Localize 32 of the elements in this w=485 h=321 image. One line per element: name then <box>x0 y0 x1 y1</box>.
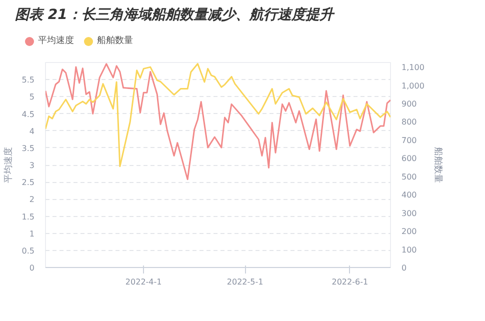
y2-tick-label: 400 <box>402 190 417 200</box>
chart-title: 图表 21：长三角海域船舶数量减少、航行速度提升 <box>15 6 334 25</box>
y-tick-label: 2.5 <box>22 178 35 187</box>
y-tick-label: 4 <box>29 126 35 136</box>
y2-axis-title: 船舶数量 <box>432 146 444 183</box>
y-tick-label: 0.5 <box>22 246 35 256</box>
y-tick-label: 2 <box>29 194 35 204</box>
y-tick-label: 1.5 <box>22 212 35 221</box>
y2-tick-label: 200 <box>402 226 417 236</box>
legend-label: 船舶数量 <box>97 36 133 46</box>
x-tick-label: 2022-5-1 <box>226 277 264 286</box>
y2-tick-label: 100 <box>402 245 417 254</box>
x-tick-label: 2022-6-1 <box>332 277 368 286</box>
y2-tick-label: 300 <box>402 208 417 218</box>
y2-tick-label: 900 <box>402 99 417 108</box>
y2-tick-label: 600 <box>402 154 417 163</box>
x-tick-label: 2022-4-1 <box>125 277 162 286</box>
y2-tick-label: 1,100 <box>402 62 424 72</box>
y-tick-label: 0 <box>29 263 35 272</box>
y-tick-label: 5 <box>29 92 35 102</box>
y2-tick-label: 800 <box>402 117 417 126</box>
y2-tick-label: 500 <box>402 172 417 182</box>
y2-tick-label: 700 <box>402 136 417 145</box>
y-axis-title: 平均速度 <box>2 146 14 183</box>
y-tick-label: 3.5 <box>22 144 35 153</box>
y2-tick-label: 1,000 <box>402 81 424 90</box>
y-tick-label: 1 <box>29 229 35 238</box>
y-tick-label: 3 <box>29 160 35 170</box>
y-tick-label: 5.5 <box>22 75 35 84</box>
legend-label: 平均速度 <box>38 36 74 46</box>
y2-tick-label: 0 <box>402 263 407 272</box>
y-tick-label: 4.5 <box>22 109 35 118</box>
